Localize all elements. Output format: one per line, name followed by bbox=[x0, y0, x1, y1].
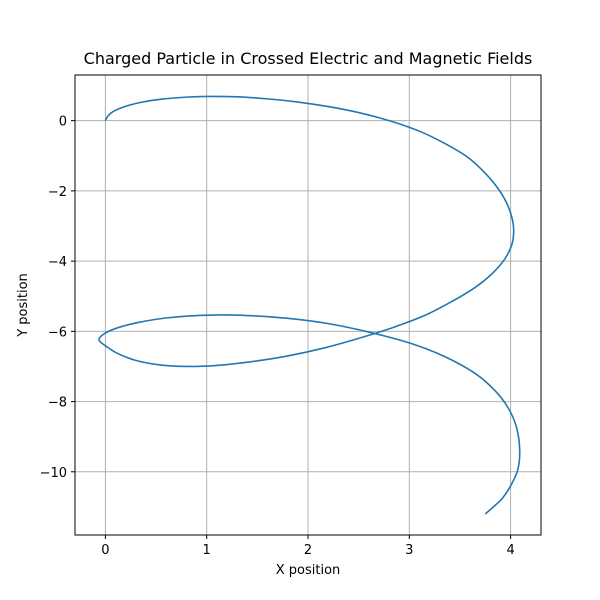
grid-lines bbox=[75, 75, 541, 535]
y-tick-label-4: −8 bbox=[48, 396, 67, 411]
y-axis-ticks: 0 −2 −4 −6 −8 −10 bbox=[40, 115, 75, 481]
y-tick-label-2: −4 bbox=[48, 255, 67, 270]
x-tick-label-3: 3 bbox=[405, 543, 413, 558]
y-tick-label-3: −6 bbox=[48, 325, 67, 340]
x-axis-ticks: 0 1 2 3 4 bbox=[101, 535, 515, 558]
y-tick-label-0: 0 bbox=[59, 115, 67, 130]
x-axis-label: X position bbox=[276, 563, 341, 578]
x-tick-label-4: 4 bbox=[506, 543, 514, 558]
chart-title: Charged Particle in Crossed Electric and… bbox=[84, 49, 533, 68]
x-tick-label-2: 2 bbox=[304, 543, 312, 558]
x-tick-label-0: 0 bbox=[101, 543, 109, 558]
y-tick-label-5: −10 bbox=[40, 466, 67, 481]
x-tick-label-1: 1 bbox=[203, 543, 211, 558]
y-tick-label-1: −2 bbox=[48, 185, 67, 200]
y-axis-label: Y position bbox=[16, 273, 31, 338]
trajectory-line bbox=[98, 95, 521, 515]
